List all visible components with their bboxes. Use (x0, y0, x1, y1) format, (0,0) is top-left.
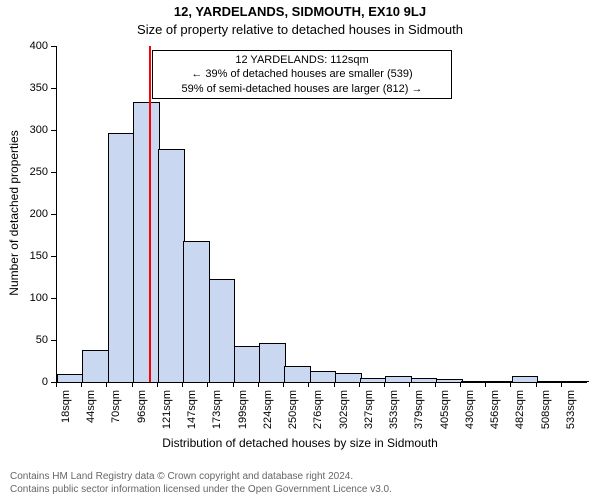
histogram-bar (360, 378, 387, 382)
y-tick-mark (51, 88, 56, 89)
x-tick-mark (308, 382, 309, 387)
x-tick-mark (132, 382, 133, 387)
x-tick-label: 533sqm (565, 390, 577, 440)
annotation-line3: 59% of semi-detached houses are larger (… (158, 82, 446, 96)
footer-line2: Contains public sector information licen… (10, 483, 392, 496)
histogram-bar (512, 376, 539, 382)
y-tick-label: 250 (18, 166, 48, 178)
histogram-bar (537, 381, 564, 382)
x-tick-label: 44sqm (85, 390, 97, 440)
y-tick-label: 350 (18, 82, 48, 94)
x-tick-mark (157, 382, 158, 387)
x-tick-mark (485, 382, 486, 387)
y-tick-mark (51, 130, 56, 131)
histogram-bar (310, 371, 337, 382)
x-tick-label: 327sqm (363, 390, 375, 440)
y-tick-label: 400 (18, 40, 48, 52)
x-tick-label: 96sqm (136, 390, 148, 440)
histogram-bar (284, 366, 311, 382)
x-tick-mark (409, 382, 410, 387)
chart-title-address: 12, YARDELANDS, SIDMOUTH, EX10 9LJ (0, 4, 600, 19)
plot-area: 12 YARDELANDS: 112sqm ← 39% of detached … (56, 46, 587, 383)
histogram-bar (335, 373, 362, 382)
histogram-bar (183, 241, 210, 382)
x-tick-mark (460, 382, 461, 387)
y-tick-label: 0 (18, 376, 48, 388)
x-tick-label: 199sqm (237, 390, 249, 440)
x-tick-label: 508sqm (540, 390, 552, 440)
histogram-bar (108, 133, 135, 382)
y-tick-label: 300 (18, 124, 48, 136)
x-tick-label: 147sqm (186, 390, 198, 440)
x-tick-mark (56, 382, 57, 387)
x-tick-label: 224sqm (262, 390, 274, 440)
histogram-bar (259, 343, 286, 382)
x-tick-label: 379sqm (413, 390, 425, 440)
x-tick-mark (510, 382, 511, 387)
footer: Contains HM Land Registry data © Crown c… (10, 470, 392, 496)
x-tick-label: 302sqm (338, 390, 350, 440)
annotation-box: 12 YARDELANDS: 112sqm ← 39% of detached … (152, 50, 452, 99)
y-tick-mark (51, 340, 56, 341)
x-tick-label: 430sqm (464, 390, 476, 440)
footer-line1: Contains HM Land Registry data © Crown c… (10, 470, 392, 483)
annotation-line2: ← 39% of detached houses are smaller (53… (158, 67, 446, 81)
histogram-bar (209, 279, 236, 382)
x-tick-mark (561, 382, 562, 387)
x-tick-label: 276sqm (312, 390, 324, 440)
x-tick-label: 121sqm (161, 390, 173, 440)
histogram-bar (57, 374, 84, 382)
histogram-bar (486, 381, 513, 382)
histogram-bar (562, 381, 589, 382)
x-tick-label: 405sqm (439, 390, 451, 440)
x-tick-mark (106, 382, 107, 387)
x-tick-label: 353sqm (388, 390, 400, 440)
histogram-bar (385, 376, 412, 382)
x-tick-label: 18sqm (60, 390, 72, 440)
y-tick-mark (51, 46, 56, 47)
histogram-bar (158, 149, 185, 382)
x-tick-label: 70sqm (110, 390, 122, 440)
x-tick-mark (81, 382, 82, 387)
x-tick-mark (207, 382, 208, 387)
histogram-bar (461, 381, 488, 382)
x-tick-label: 456sqm (489, 390, 501, 440)
x-tick-mark (359, 382, 360, 387)
chart-title-description: Size of property relative to detached ho… (0, 22, 600, 37)
x-tick-label: 250sqm (287, 390, 299, 440)
x-tick-mark (536, 382, 537, 387)
y-tick-mark (51, 172, 56, 173)
histogram-bar (411, 378, 438, 382)
y-tick-label: 150 (18, 250, 48, 262)
histogram-bar (133, 102, 160, 382)
y-tick-label: 200 (18, 208, 48, 220)
reference-line (149, 46, 151, 382)
x-tick-mark (435, 382, 436, 387)
histogram-bar (436, 379, 463, 382)
y-tick-mark (51, 214, 56, 215)
annotation-line1: 12 YARDELANDS: 112sqm (158, 53, 446, 67)
x-tick-mark (258, 382, 259, 387)
histogram-bar (234, 346, 261, 382)
x-tick-mark (182, 382, 183, 387)
x-tick-mark (283, 382, 284, 387)
y-tick-mark (51, 256, 56, 257)
x-tick-label: 482sqm (514, 390, 526, 440)
x-tick-mark (233, 382, 234, 387)
y-tick-mark (51, 298, 56, 299)
y-tick-label: 100 (18, 292, 48, 304)
chart-container: 12, YARDELANDS, SIDMOUTH, EX10 9LJ Size … (0, 0, 600, 500)
histogram-bar (82, 350, 109, 382)
x-tick-mark (334, 382, 335, 387)
y-tick-label: 50 (18, 334, 48, 346)
x-tick-label: 173sqm (211, 390, 223, 440)
x-tick-mark (384, 382, 385, 387)
